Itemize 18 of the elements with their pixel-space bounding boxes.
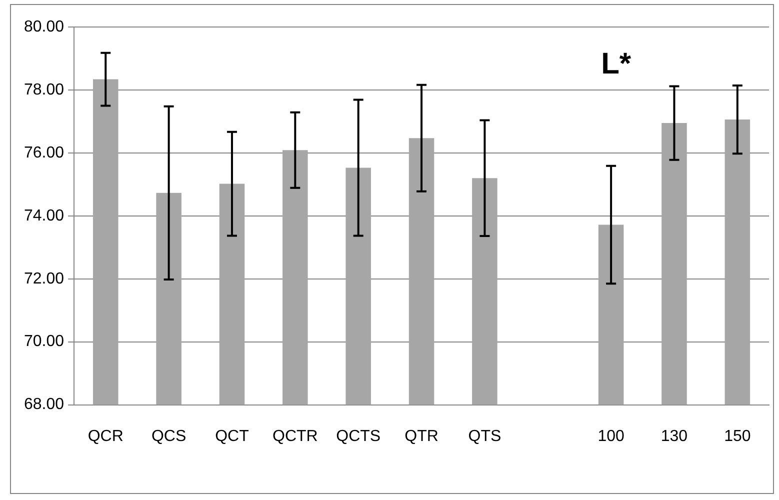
x-tick-label: QCTR [272, 428, 318, 445]
x-tick-label: QTS [468, 428, 502, 445]
x-tick-label: QTR [404, 428, 438, 445]
x-tick-label: QCS [151, 428, 186, 445]
x-tick-label: 130 [660, 428, 688, 445]
y-tick-label: 76.00 [24, 144, 64, 162]
x-tick-label: QCT [215, 428, 250, 445]
y-tick-label: 74.00 [24, 207, 64, 224]
x-tick-label: QCTS [336, 428, 381, 445]
y-tick-label: 68.00 [24, 396, 64, 414]
y-tick-label: 78.00 [24, 81, 64, 98]
x-tick-label: 150 [724, 428, 751, 445]
text: L* [601, 47, 632, 80]
x-tick-label: QCR [88, 428, 124, 445]
y-tick-label: 70.00 [24, 333, 64, 350]
y-tick-label: 80.00 [24, 18, 64, 36]
x-tick-label: 100 [598, 428, 624, 445]
y-tick-label: 72.00 [24, 270, 64, 288]
